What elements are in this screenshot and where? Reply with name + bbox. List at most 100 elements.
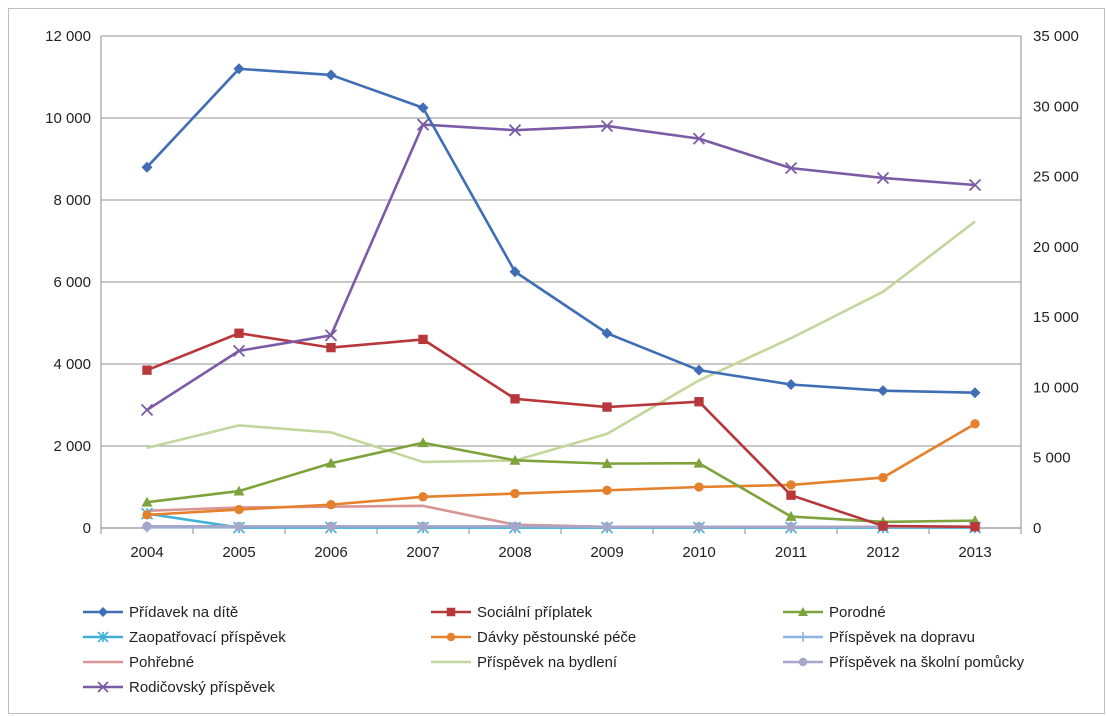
data-point — [326, 499, 336, 510]
legend-swatch — [83, 681, 123, 693]
y-right-tick-label: 5 000 — [1033, 450, 1071, 467]
legend-label: Přídavek na dítě — [129, 603, 239, 621]
data-point — [694, 522, 704, 532]
series-1 — [141, 63, 981, 399]
legend-item: Porodné — [781, 601, 886, 623]
data-point — [785, 379, 797, 390]
series-2 — [142, 328, 980, 532]
legend-label: Pohřebné — [129, 653, 195, 671]
legend-item: Příspěvek na školní pomůcky — [781, 651, 1024, 673]
legend-swatch-marker — [798, 632, 808, 642]
legend-item: Přídavek na dítě — [81, 601, 238, 623]
legend-label: Dávky pěstounské péče — [477, 628, 637, 646]
y-right-tick-label: 25 000 — [1033, 169, 1079, 186]
x-tick-label: 2006 — [314, 544, 347, 561]
data-point — [510, 521, 520, 532]
legend-swatch — [431, 632, 471, 642]
legend-swatch — [83, 631, 123, 643]
data-point — [234, 328, 244, 338]
y-right-tick-label: 0 — [1033, 520, 1041, 537]
data-point — [326, 342, 336, 353]
data-point — [140, 403, 154, 417]
x-tick-label: 2004 — [130, 544, 163, 561]
series-3 — [141, 437, 981, 527]
y-left-tick-label: 4 000 — [53, 356, 91, 373]
x-tick-label: 2007 — [406, 544, 439, 561]
data-point — [234, 504, 244, 515]
data-point — [509, 266, 521, 278]
legend-swatch — [83, 660, 123, 664]
axes: 0 2 000 4 000 6 000 8 000 10 000 12 000 0 5 000 1… — [45, 28, 1079, 561]
data-point — [602, 402, 612, 412]
legend-item: Pohřebné — [81, 651, 194, 673]
data-point — [416, 118, 430, 131]
y-left-tick-label: 10 000 — [45, 110, 91, 127]
data-point — [786, 490, 796, 500]
data-point — [694, 397, 704, 407]
data-point — [141, 496, 153, 507]
series-5 — [142, 419, 980, 520]
data-point — [510, 394, 520, 404]
data-point — [142, 521, 152, 532]
y-left-tick-label: 8 000 — [53, 192, 91, 209]
data-point — [142, 365, 152, 375]
data-point — [417, 437, 429, 448]
legend-swatch-marker — [97, 631, 109, 643]
series-group — [140, 63, 982, 534]
data-point — [970, 419, 980, 429]
data-point — [508, 124, 522, 137]
y-right-tick-label: 35 000 — [1033, 28, 1079, 45]
data-point — [970, 522, 980, 532]
data-point — [418, 334, 428, 345]
data-point — [786, 480, 796, 490]
data-point — [601, 458, 613, 469]
x-tick-label: 2005 — [222, 544, 255, 561]
series-line — [146, 123, 976, 412]
line-chart: 0 2 000 4 000 6 000 8 000 10 000 12 000 0 5 000 1… — [45, 28, 1079, 561]
legend-label: Porodné — [829, 603, 886, 621]
data-point — [602, 522, 612, 532]
legend-swatch — [783, 657, 823, 667]
legend-label: Příspěvek na dopravu — [829, 628, 975, 646]
data-point — [324, 329, 338, 342]
legend-swatch-marker — [97, 681, 109, 693]
legend-item: Příspěvek na bydlení — [429, 651, 617, 673]
data-point — [418, 492, 428, 502]
series-line — [146, 67, 976, 394]
data-point — [417, 102, 429, 114]
legend: Přídavek na dítě Sociální příplatek Porodn… — [81, 601, 1091, 711]
data-point — [692, 132, 706, 145]
data-point — [969, 387, 981, 399]
data-point — [602, 485, 612, 495]
legend-item: Rodičovský příspěvek — [81, 676, 275, 698]
data-point — [326, 521, 336, 532]
series-line — [146, 331, 976, 529]
x-tick-label: 2011 — [775, 544, 807, 561]
data-point — [233, 485, 245, 496]
data-point — [877, 385, 889, 397]
data-point — [693, 364, 705, 376]
data-point — [325, 457, 337, 468]
data-point — [509, 454, 521, 465]
data-point — [784, 162, 798, 175]
y-left-tick-label: 2 000 — [53, 438, 91, 455]
legend-swatch-marker — [446, 632, 456, 642]
data-point — [510, 488, 520, 499]
y-right-tick-label: 10 000 — [1033, 379, 1079, 396]
data-point — [876, 171, 890, 185]
data-point — [418, 521, 428, 532]
legend-swatch — [83, 607, 123, 617]
legend-swatch-marker — [446, 607, 456, 617]
y-right-tick-label: 15 000 — [1033, 309, 1079, 326]
legend-swatch-marker — [798, 657, 808, 667]
legend-swatch — [431, 607, 471, 617]
data-point — [694, 482, 704, 492]
gridlines — [101, 35, 1021, 529]
data-point — [878, 521, 888, 531]
legend-label: Zaopatřovací příspěvek — [129, 628, 286, 646]
y-left-tick-label: 0 — [83, 520, 91, 537]
legend-item: Dávky pěstounské péče — [429, 626, 636, 648]
legend-label: Příspěvek na bydlení — [477, 653, 618, 671]
y-left-tick-label: 12 000 — [45, 28, 91, 45]
legend-label: Rodičovský příspěvek — [129, 678, 275, 696]
